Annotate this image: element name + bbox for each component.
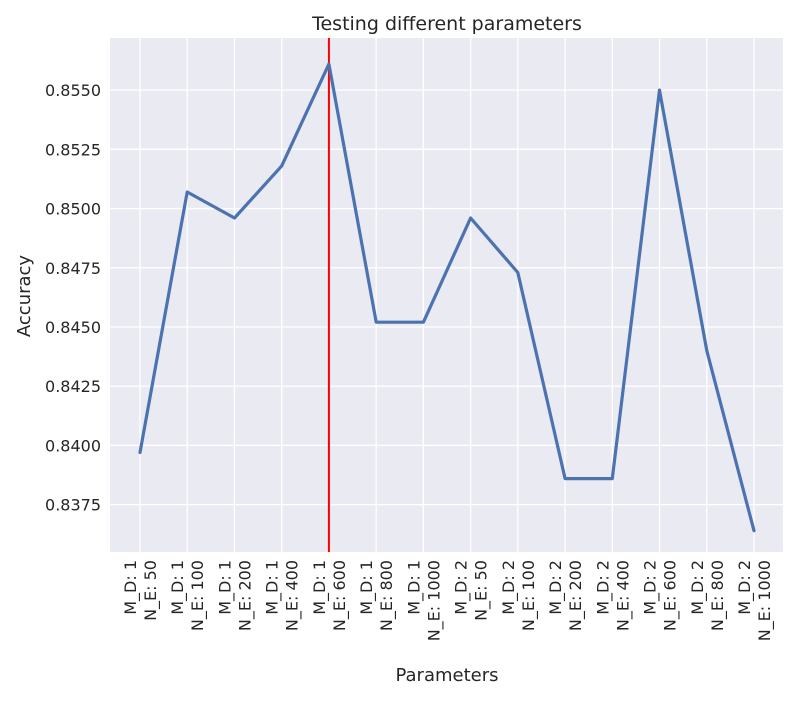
- x-tick-label: M_D: 1: [404, 560, 424, 615]
- series-line: [138, 62, 756, 533]
- x-tick-label: N_E: 400: [613, 560, 633, 631]
- data-point: [705, 349, 708, 352]
- data-point: [752, 529, 756, 532]
- x-tick-label: M_D: 1: [357, 560, 377, 615]
- x-tick-label: N_E: 600: [661, 560, 681, 631]
- data-point: [186, 190, 189, 194]
- y-tick-label: 0.8500: [45, 200, 101, 219]
- x-tick-label: M_D: 2: [452, 560, 472, 615]
- data-point: [233, 216, 236, 220]
- x-tick-label: N_E: 200: [235, 560, 255, 631]
- y-tick-label: 0.8400: [45, 436, 101, 455]
- x-tick-label: N_E: 50: [472, 560, 492, 621]
- plot-background: [110, 38, 783, 552]
- x-tick-label: M_D: 2: [641, 560, 661, 615]
- data-point: [422, 321, 425, 324]
- y-axis-label: Accuracy: [14, 255, 35, 338]
- series-layer: [138, 62, 756, 533]
- x-tick-label: M_D: 2: [546, 560, 566, 615]
- y-tick-label: 0.8525: [45, 140, 101, 159]
- y-tick-labels: 0.8375 0.8400 0.8425 0.8450 0.8475 0.8500 0.85…: [45, 81, 101, 515]
- x-tick-label: M_D: 2: [499, 560, 519, 615]
- y-tick-label: 0.8425: [45, 377, 101, 396]
- x-axis-label: Parameters: [395, 665, 498, 686]
- x-tick-label: M_D: 1: [263, 560, 283, 615]
- x-tick-label: N_E: 1000: [424, 560, 444, 641]
- x-tick-label: N_E: 400: [283, 560, 303, 631]
- x-tick-label: M_D: 1: [168, 560, 188, 615]
- x-tick-label: M_D: 2: [735, 560, 755, 615]
- x-tick-label: N_E: 800: [377, 560, 397, 631]
- data-point: [327, 62, 331, 66]
- x-tick-label: M_D: 2: [688, 560, 708, 615]
- y-tick-label: 0.8475: [45, 259, 101, 278]
- data-point: [516, 271, 520, 274]
- data-point: [374, 321, 378, 324]
- x-tick-label: N_E: 100: [519, 560, 539, 631]
- x-tick-label: N_E: 600: [330, 560, 350, 631]
- x-tick-label: N_E: 200: [566, 560, 586, 631]
- data-point: [658, 88, 661, 92]
- data-point: [611, 477, 614, 480]
- x-tick-labels: M_D: 1 N_E: 50 M_D: 1 N_E: 100 M_D: 1 N_E: 20…: [121, 560, 775, 641]
- x-tick-label: M_D: 1: [121, 560, 141, 615]
- data-point: [138, 451, 142, 454]
- y-tick-label: 0.8550: [45, 81, 101, 100]
- x-tick-label: N_E: 100: [188, 560, 208, 631]
- x-tick-label: N_E: 50: [141, 560, 161, 621]
- y-tick-label: 0.8375: [45, 496, 101, 515]
- y-tick-label: 0.8450: [45, 318, 101, 337]
- x-tick-label: M_D: 2: [593, 560, 613, 615]
- chart-title: Testing different parameters: [311, 13, 582, 35]
- x-tick-label: N_E: 1000: [755, 560, 775, 641]
- x-tick-label: M_D: 1: [310, 560, 330, 615]
- x-tick-label: M_D: 1: [215, 560, 235, 615]
- data-point: [469, 216, 472, 220]
- x-tick-label: N_E: 800: [708, 560, 728, 631]
- data-point: [280, 164, 283, 168]
- data-point: [563, 477, 567, 480]
